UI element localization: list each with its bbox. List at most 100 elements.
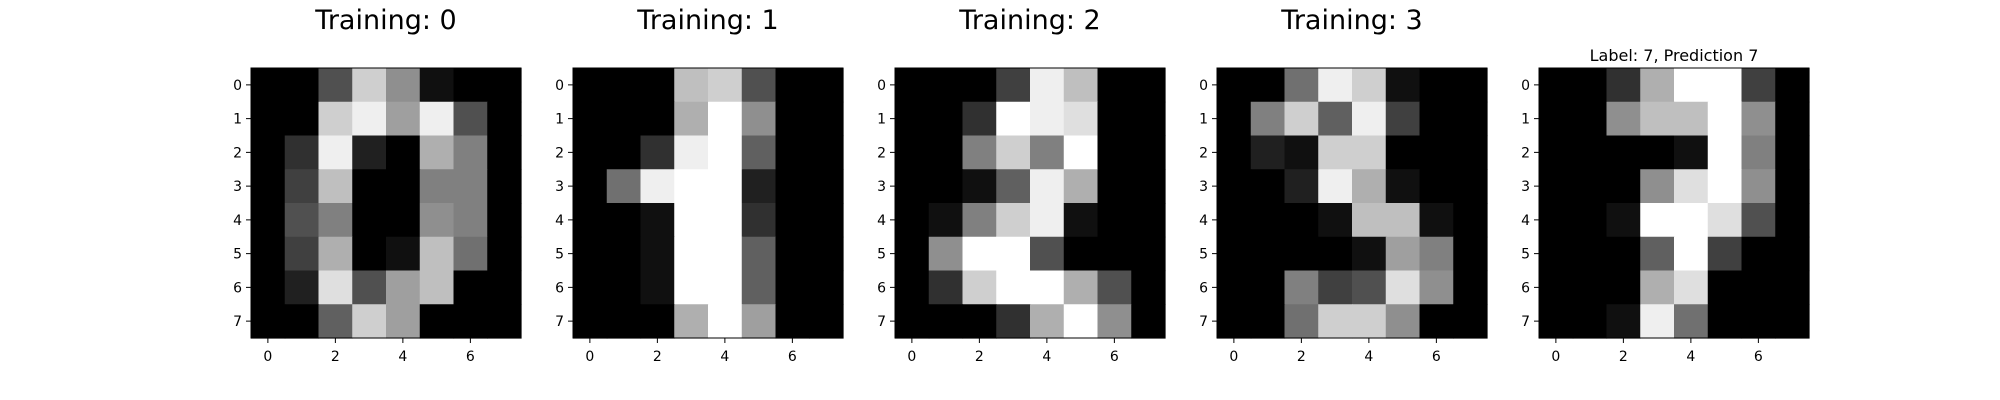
pixel-cell <box>318 169 353 204</box>
pixel-cell <box>606 203 642 238</box>
pixel-cell <box>1419 236 1454 272</box>
pixel-cell <box>1318 270 1353 305</box>
y-tick-label: 7 <box>1199 314 1208 330</box>
pixel-cell <box>1352 135 1387 170</box>
y-tick-label: 3 <box>555 179 564 195</box>
pixel-cell <box>1539 304 1574 339</box>
pixel-cell <box>996 101 1031 137</box>
pixel-cell <box>1385 236 1421 272</box>
pixel-cell <box>1284 270 1319 305</box>
pixel-cell <box>1707 68 1743 103</box>
pixel-cell <box>1063 68 1099 103</box>
pixel-cell <box>640 270 675 305</box>
x-tick-label: 2 <box>653 349 662 365</box>
pixel-cell <box>1217 270 1252 305</box>
pixel-cell <box>1606 68 1641 103</box>
pixel-cell <box>1640 135 1675 170</box>
x-tick-label: 2 <box>1619 349 1628 365</box>
pixel-cell <box>775 135 810 170</box>
pixel-cell <box>1030 270 1065 305</box>
pixel-cell <box>251 236 286 272</box>
pixel-cell <box>1030 203 1065 238</box>
pixel-cell <box>996 270 1031 305</box>
y-tick-label: 1 <box>1199 112 1208 128</box>
pixel-cell <box>1063 203 1099 238</box>
pixel-cell <box>1352 270 1387 305</box>
x-tick-label: 2 <box>975 349 984 365</box>
pixel-cell <box>1217 236 1252 272</box>
pixel-cell <box>1606 270 1641 305</box>
y-tick-label: 1 <box>233 112 242 128</box>
pixel-cell <box>453 304 488 339</box>
pixel-cell <box>606 68 642 103</box>
pixel-cell <box>284 270 320 305</box>
pixel-cell <box>708 236 743 272</box>
pixel-cell <box>708 203 743 238</box>
pixel-cell <box>1030 101 1065 137</box>
pixel-cell <box>1539 101 1574 137</box>
pixel-cell <box>1385 68 1421 103</box>
pixel-cell <box>1131 101 1166 137</box>
pixel-cell <box>606 101 642 137</box>
pixel-cell <box>1674 236 1709 272</box>
pixel-cell <box>1775 135 1810 170</box>
x-tick-label: 2 <box>331 349 340 365</box>
pixel-cell <box>928 270 964 305</box>
pixel-cell <box>487 169 522 204</box>
pixel-cell <box>1419 135 1454 170</box>
pixel-cell <box>1097 68 1132 103</box>
pixel-cell <box>962 203 997 238</box>
pixel-cell <box>741 101 777 137</box>
pixel-cell <box>1606 169 1641 204</box>
x-tick-label: 4 <box>720 349 729 365</box>
pixel-cell <box>1131 304 1166 339</box>
pixel-cell <box>453 101 488 137</box>
pixel-cell <box>640 101 675 137</box>
pixel-cell <box>674 135 709 170</box>
pixel-cell <box>1352 68 1387 103</box>
pixel-cell <box>1453 101 1488 137</box>
axes-frame <box>572 67 844 339</box>
pixel-cell <box>1284 68 1319 103</box>
pixel-cell <box>1097 203 1132 238</box>
y-tick-label: 5 <box>555 247 564 263</box>
pixel-cell <box>1707 203 1743 238</box>
pixel-cell <box>284 304 320 339</box>
pixel-cell <box>386 203 421 238</box>
pixel-cell <box>895 304 930 339</box>
pixel-cell <box>674 203 709 238</box>
pixel-cell <box>1097 169 1132 204</box>
y-tick-label: 5 <box>1199 247 1208 263</box>
pixel-cell <box>1775 169 1810 204</box>
pixel-cell <box>352 68 387 103</box>
pixel-cell <box>1217 169 1252 204</box>
pixel-cell <box>1217 304 1252 339</box>
pixel-cell <box>928 68 964 103</box>
y-tick-label: 7 <box>1521 314 1530 330</box>
pixel-cell <box>895 203 930 238</box>
y-tick-label: 1 <box>1521 112 1530 128</box>
pixel-cell <box>1606 135 1641 170</box>
pixel-cell <box>1453 68 1488 103</box>
pixel-cell <box>318 270 353 305</box>
pixel-cell <box>1539 236 1574 272</box>
pixel-cell <box>640 169 675 204</box>
pixel-cell <box>1674 203 1709 238</box>
pixel-cell <box>284 68 320 103</box>
y-tick-label: 4 <box>1199 213 1208 229</box>
pixel-cell <box>1640 68 1675 103</box>
pixel-cell <box>1640 304 1675 339</box>
pixel-cell <box>453 135 488 170</box>
x-tick-label: 6 <box>1110 349 1119 365</box>
pixel-cell <box>386 101 421 137</box>
pixel-cell <box>1707 236 1743 272</box>
axes-frame <box>1216 67 1488 339</box>
y-tick-label: 6 <box>233 280 242 296</box>
pixel-cell <box>573 135 608 170</box>
pixel-cell <box>996 236 1031 272</box>
pixel-cell <box>962 68 997 103</box>
pixel-cell <box>809 304 844 339</box>
pixel-cell <box>1640 270 1675 305</box>
pixel-cell <box>1674 101 1709 137</box>
pixel-cell <box>1250 135 1286 170</box>
